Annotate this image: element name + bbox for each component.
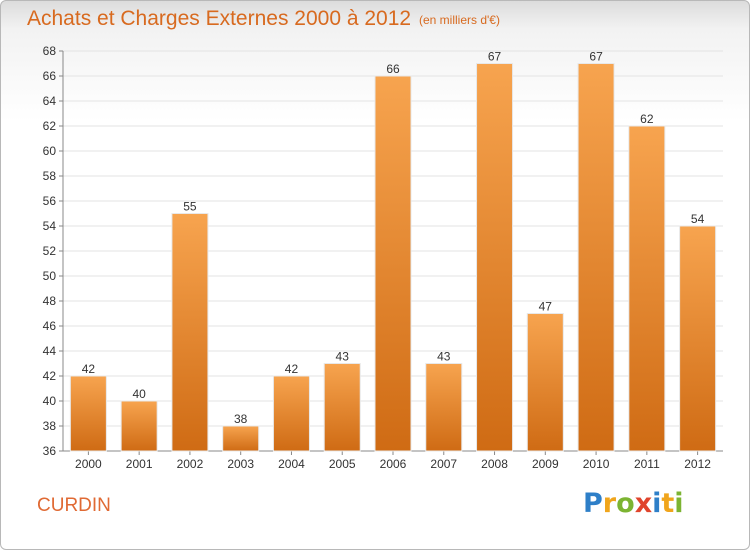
y-tick-label: 36 [43, 444, 57, 458]
bar-2005 [323, 363, 361, 452]
data-label: 43 [336, 350, 350, 364]
x-tick-label: 2008 [481, 457, 508, 471]
data-label: 62 [640, 112, 654, 126]
x-tick-label: 2010 [583, 457, 610, 471]
data-label: 66 [386, 62, 400, 76]
y-tick-label: 62 [43, 119, 57, 133]
bars [69, 63, 717, 452]
x-tick-label: 2007 [430, 457, 457, 471]
bar-2004 [272, 375, 310, 452]
data-label: 43 [437, 350, 451, 364]
data-label: 47 [539, 300, 553, 314]
bar-2007 [425, 363, 463, 452]
bar-2008 [476, 63, 514, 452]
y-tick-label: 64 [43, 94, 57, 108]
x-tick-label: 2001 [126, 457, 153, 471]
y-tick-label: 48 [43, 294, 57, 308]
y-tick-label: 50 [43, 269, 57, 283]
data-label: 38 [234, 412, 248, 426]
x-tick-label: 2002 [177, 457, 204, 471]
y-tick-label: 56 [43, 194, 57, 208]
data-labels: 42 40 55 38 42 43 66 43 67 47 67 62 54 [82, 50, 705, 427]
x-tick-label: 2009 [532, 457, 559, 471]
y-tick-label: 40 [43, 394, 57, 408]
bar-2009 [526, 313, 564, 452]
y-tick-label: 42 [43, 369, 57, 383]
y-tick-label: 52 [43, 244, 57, 258]
bar-2010 [577, 63, 615, 452]
data-label: 54 [691, 212, 705, 226]
bar-2002 [171, 213, 209, 452]
bar-2001 [120, 400, 158, 452]
proxiti-logo: Proxiti [583, 488, 684, 519]
x-tick-label: 2006 [380, 457, 407, 471]
y-tick-label: 46 [43, 319, 57, 333]
data-label: 42 [82, 362, 96, 376]
y-tick-label: 68 [43, 44, 57, 58]
y-tick-label: 44 [43, 344, 57, 358]
data-label: 40 [132, 387, 146, 401]
y-tick-label: 54 [43, 219, 57, 233]
y-tick-label: 66 [43, 69, 57, 83]
x-tick-label: 2000 [75, 457, 102, 471]
axes: 36 38 40 42 44 46 48 50 52 54 56 58 60 62 64 66 68 2000 20… [43, 44, 723, 471]
bar-2006 [374, 75, 412, 452]
bar-2003 [222, 425, 260, 452]
x-tick-label: 2012 [684, 457, 711, 471]
data-label: 67 [488, 50, 502, 64]
bar-2000 [69, 375, 107, 452]
place-name: CURDIN [37, 495, 111, 516]
data-label: 55 [183, 200, 197, 214]
x-tick-label: 2005 [329, 457, 356, 471]
bar-2011 [628, 125, 666, 452]
x-tick-label: 2003 [227, 457, 254, 471]
data-label: 42 [285, 362, 299, 376]
x-tick-label: 2004 [278, 457, 305, 471]
bar-2012 [679, 225, 717, 452]
chart-title: Achats et Charges Externes 2000 à 2012 [27, 7, 412, 30]
y-tick-label: 60 [43, 144, 57, 158]
y-tick-label: 38 [43, 419, 57, 433]
x-tick-label: 2011 [634, 457, 660, 471]
chart-subtitle: (en milliers d'€) [419, 13, 500, 27]
y-tick-label: 58 [43, 169, 57, 183]
data-label: 67 [589, 50, 603, 64]
